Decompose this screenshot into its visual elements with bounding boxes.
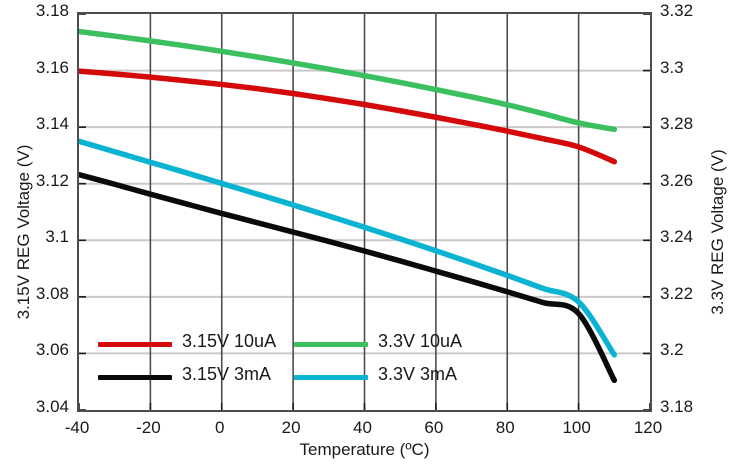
x-axis-tick: -20 (136, 418, 161, 437)
y-axis-right-tick: 3.24 (660, 227, 694, 247)
grid-layer (79, 14, 650, 410)
data-line-1 (79, 28, 618, 133)
y-axis-right-tick: 3.22 (660, 283, 694, 303)
y-axis-left-tick: 3.16 (35, 57, 69, 77)
x-axis-tick: -40 (64, 418, 90, 437)
y-axis-right-tick: 3.32 (660, 1, 694, 20)
data-line-3 (79, 138, 618, 358)
y-axis-left-tick: 3.18 (35, 1, 69, 20)
x-axis-tick: 0 (215, 418, 225, 437)
y-axis-left-tick: 3.1 (45, 227, 69, 247)
y-axis-right-tick: 3.18 (660, 397, 694, 416)
y-axis-right-tick: 3.28 (660, 114, 694, 134)
legend-color-swatch (294, 375, 368, 380)
x-axis-tick: 20 (281, 418, 301, 437)
x-axis-tick: 80 (495, 418, 515, 437)
legend-color-swatch (98, 375, 172, 380)
y-axis-right-tick: 3.26 (660, 170, 694, 190)
x-axis-title: Temperature (ºC) (299, 440, 430, 459)
legend-label: 3.15V 10uA (182, 331, 277, 351)
y-axis-left-tick: 3.06 (35, 340, 69, 360)
legend-color-swatch (98, 342, 172, 347)
legend-label: 3.3V 10uA (378, 331, 463, 351)
x-axis-tick: 120 (633, 418, 663, 437)
legend-label: 3.3V 3mA (378, 364, 458, 384)
y-axis-left-tick: 3.08 (35, 283, 69, 303)
y-axis-left-tick: 3.04 (35, 397, 69, 416)
legend-label: 3.15V 3mA (182, 364, 272, 384)
y-axis-left-tick: 3.14 (35, 114, 69, 134)
x-axis-tick: 60 (424, 418, 444, 437)
data-line-2 (79, 171, 618, 384)
data-lines-layer (79, 28, 618, 384)
x-axis-tick: 40 (353, 418, 372, 437)
y-axis-left-tick: 3.12 (35, 170, 69, 190)
data-line-0 (79, 68, 618, 165)
x-axis-tick: 100 (562, 418, 591, 437)
y-axis-right-tick: 3.3 (660, 57, 684, 77)
y-axis-right-tick: 3.2 (660, 340, 684, 360)
chart-legend: 3.15V 10uA 3.3V 10uA 3.15V 3mA 3.3V 3mA (98, 331, 518, 395)
legend-color-swatch (294, 342, 368, 347)
